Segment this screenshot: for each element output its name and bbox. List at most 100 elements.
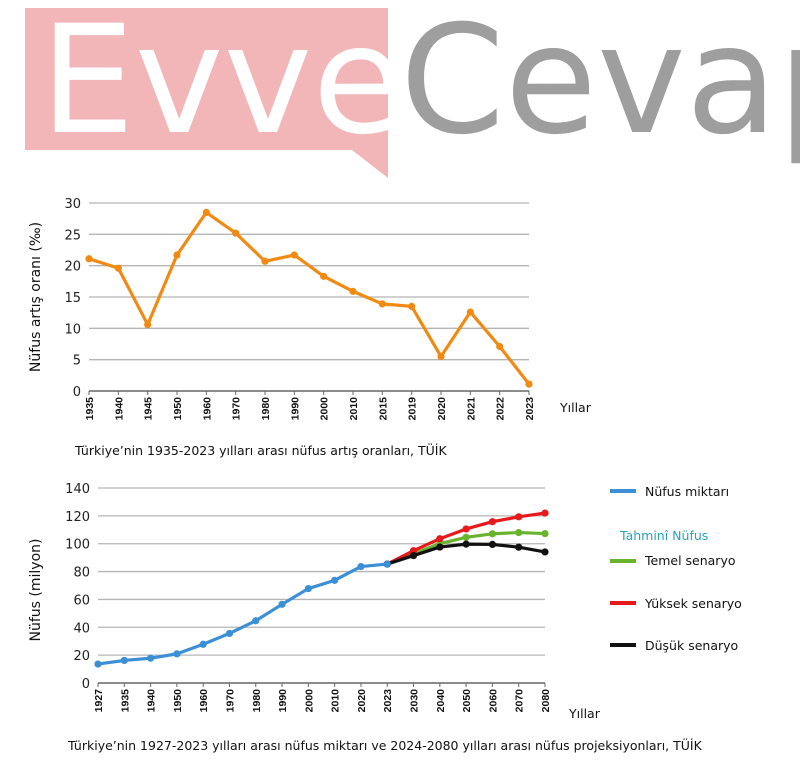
- population-x-tick-label: 1970: [224, 689, 236, 713]
- growth-rate-y-ticks: 0 5 10 15 20 25 30: [64, 197, 81, 400]
- growth-rate-y-tick-label: 5: [73, 354, 81, 369]
- population-caption: Türkiye’nin 1927-2023 yılları arası nüfu…: [67, 737, 703, 753]
- growth-rate-x-axis-label: Yıllar: [559, 400, 592, 415]
- population-point-temel-senaryo: [488, 530, 497, 538]
- growth-rate-point-nufus-artis-orani: [114, 264, 122, 272]
- growth-rate-point-nufus-artis-orani: [320, 272, 328, 280]
- growth-rate-point-nufus-artis-orani: [232, 229, 240, 237]
- growth-rate-x-tick-label: 1970: [231, 397, 243, 421]
- population-x-tick-label: 2080: [540, 689, 552, 713]
- growth-rate-point-nufus-artis-orani: [173, 251, 181, 259]
- population-point-dusuk-senaryo: [488, 540, 497, 549]
- population-legend: Nüfus miktarı Tahminî Nüfus Temel senary…: [610, 484, 742, 653]
- growth-rate-x-tick-label: 2023: [524, 397, 536, 421]
- growth-rate-point-nufus-artis-orani: [408, 302, 416, 310]
- legend-label-yuksek: Yüksek senaryo: [644, 596, 742, 611]
- legend-item-dusuk: Düşük senaryo: [610, 638, 738, 653]
- population-x-tick-label: 2020: [356, 689, 368, 713]
- growth-rate-y-tick-label: 15: [64, 291, 81, 306]
- growth-rate-caption: Türkiye’nin 1935-2023 yılları arası nüfu…: [74, 442, 447, 458]
- population-y-tick-label: 40: [73, 621, 90, 636]
- population-point-nufus-miktari: [383, 560, 391, 568]
- population-point-nufus-miktari: [278, 600, 286, 608]
- growth-rate-point-nufus-artis-orani: [349, 287, 357, 295]
- growth-rate-x-tick-label: 1990: [289, 397, 301, 421]
- population-x-tick-label: 2040: [435, 689, 447, 713]
- population-point-nufus-miktari: [252, 617, 260, 625]
- watermark-evvel: Evvel: [40, 0, 446, 168]
- growth-rate-x-tick-label: 2020: [436, 397, 448, 421]
- growth-rate-point-nufus-artis-orani: [85, 255, 93, 263]
- population-series-dusuk-senaryo: [383, 540, 549, 568]
- watermark-box: [25, 8, 388, 178]
- population-y-tick-label: 120: [65, 510, 90, 525]
- population-point-yuksek-senaryo: [488, 518, 497, 526]
- population-y-tick-label: 140: [65, 482, 90, 497]
- growth-rate-point-nufus-artis-orani: [290, 251, 298, 259]
- growth-rate-x-tick-label: 1940: [113, 397, 125, 421]
- growth-rate-point-nufus-artis-orani: [496, 342, 504, 351]
- legend-item-yuksek: Yüksek senaryo: [610, 596, 742, 611]
- population-x-tick-label: 1940: [146, 689, 158, 713]
- growth-rate-x-tick-label: 2015: [377, 397, 389, 421]
- legend-label-dusuk: Düşük senaryo: [645, 638, 738, 653]
- population-point-temel-senaryo: [462, 533, 470, 541]
- growth-rate-x-tick-label: 1935: [84, 397, 96, 421]
- legend-label-nufus-miktari: Nüfus miktarı: [645, 484, 729, 499]
- population-x-tick-label: 2060: [487, 689, 499, 713]
- population-y-ticks: 0 20 40 60 80 100 120 140: [65, 482, 90, 692]
- growth-rate-series-nufus-artis-orani: [85, 208, 533, 388]
- population-y-tick-label: 80: [73, 566, 90, 581]
- growth-rate-point-nufus-artis-orani: [378, 300, 386, 308]
- population-point-yuksek-senaryo: [541, 509, 549, 517]
- growth-rate-line-nufus-artis-orani: [87, 210, 531, 386]
- legend-heading: Tahminî Nüfus: [619, 528, 708, 543]
- growth-rate-grid: [89, 202, 529, 392]
- growth-rate-point-nufus-artis-orani: [437, 352, 445, 361]
- population-point-nufus-miktari: [357, 562, 365, 571]
- growth-rate-x-ticks: 1935 1940 1945 1950 1960 1970 1980 1990 2000 2010…: [84, 391, 536, 420]
- population-x-tick-label: 2010: [330, 689, 342, 713]
- growth-rate-x-tick-label: 2000: [319, 397, 331, 421]
- population-line-nufus-miktari: [96, 562, 389, 666]
- growth-rate-y-tick-label: 20: [64, 260, 81, 275]
- legend-item-nufus-miktari: Nüfus miktarı: [610, 484, 729, 499]
- population-point-yuksek-senaryo: [515, 513, 523, 521]
- growth-rate-x-tick-label: 1945: [143, 397, 155, 421]
- population-series: [94, 509, 549, 668]
- legend-item-temel: Temel senaryo: [610, 553, 736, 568]
- growth-rate-x-tick-label: 1980: [260, 397, 272, 421]
- population-point-dusuk-senaryo: [541, 548, 549, 556]
- population-x-tick-label: 1980: [251, 689, 263, 713]
- growth-rate-point-nufus-artis-orani: [202, 208, 210, 216]
- population-point-yuksek-senaryo: [462, 525, 470, 533]
- watermark-cevap: Cevap: [400, 0, 800, 168]
- population-x-tick-label: 1950: [172, 689, 184, 713]
- growth-rate-chart: 0 5 10 15 20 25 30 1935 1940 1945 1950 1960 1970 198…: [28, 197, 592, 458]
- population-point-nufus-miktari: [94, 660, 102, 668]
- population-y-tick-label: 0: [82, 677, 90, 692]
- population-x-axis-label: Yıllar: [568, 706, 601, 721]
- population-y-tick-label: 20: [73, 649, 90, 664]
- population-x-tick-label: 1990: [277, 689, 289, 713]
- growth-rate-x-tick-label: 2010: [348, 397, 360, 421]
- growth-rate-point-nufus-artis-orani: [525, 380, 533, 388]
- growth-rate-y-tick-label: 10: [64, 322, 81, 337]
- population-point-dusuk-senaryo: [515, 543, 523, 551]
- growth-rate-y-tick-label: 0: [73, 385, 81, 400]
- growth-rate-x-tick-label: 2019: [407, 397, 419, 421]
- population-point-nufus-miktari: [120, 656, 128, 665]
- population-point-nufus-miktari: [173, 650, 181, 658]
- population-point-nufus-miktari: [225, 629, 234, 638]
- growth-rate-series: [85, 208, 533, 388]
- watermark: Evvel Cevap: [25, 0, 800, 178]
- population-point-temel-senaryo: [515, 528, 523, 537]
- population-point-yuksek-senaryo: [436, 535, 444, 543]
- population-y-tick-label: 100: [65, 538, 90, 553]
- population-point-nufus-miktari: [199, 640, 207, 648]
- growth-rate-y-tick-label: 30: [64, 197, 81, 212]
- population-x-ticks: 1927 1935 1940 1950 1960 1970 1980 1990 2000 2010…: [93, 683, 552, 712]
- growth-rate-point-nufus-artis-orani: [144, 320, 152, 329]
- population-point-temel-senaryo: [541, 529, 549, 538]
